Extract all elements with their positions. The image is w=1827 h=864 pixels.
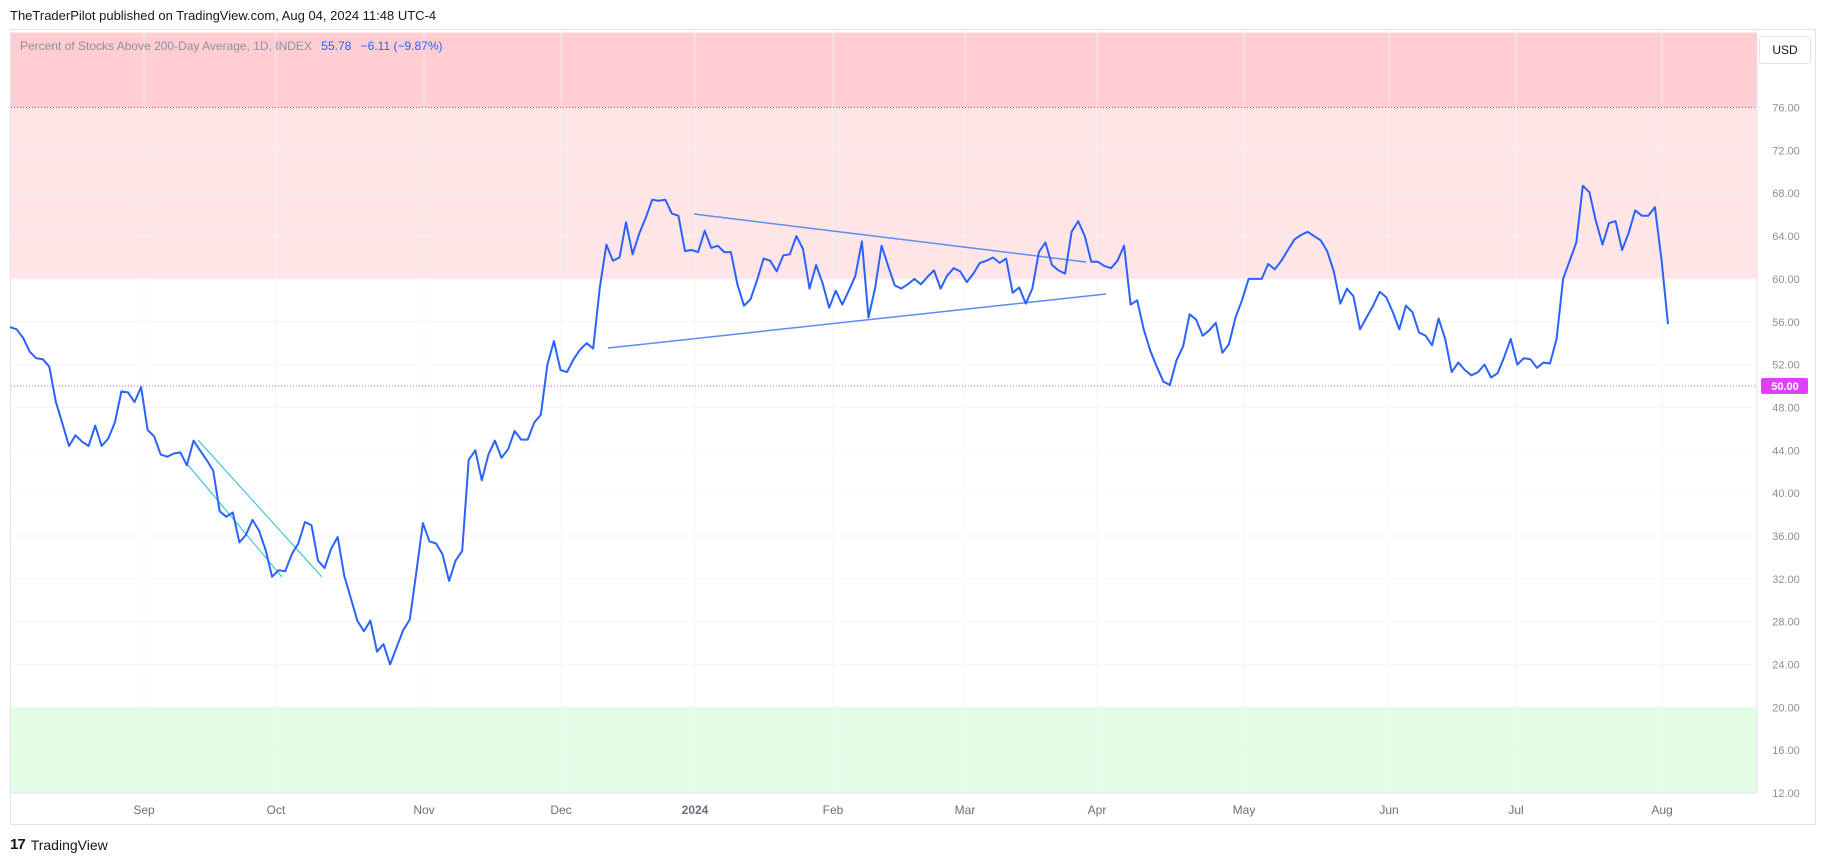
zone-0 [11,32,1757,108]
channel-upper-line [197,439,323,578]
y-tick-label: 12.00 [1772,788,1800,800]
triangle-lower-trendline [607,293,1107,349]
y-tick-label: 44.00 [1772,445,1800,457]
y-tick-label: 48.00 [1772,402,1800,414]
x-tick-label: Apr [1088,803,1107,817]
legend-change: −6.11 (−9.87%) [360,39,443,53]
y-tick-label: 68.00 [1772,188,1800,200]
publisher-line: TheTraderPilot published on TradingView.… [10,8,437,23]
x-tick-label: 2024 [682,803,709,817]
tradingview-logo-icon: 17 [10,836,26,853]
x-tick-label: Sep [133,803,155,817]
triangle-upper-trendline [693,213,1087,263]
y-tick-label: 24.00 [1772,659,1800,671]
y-tick-label: 60.00 [1772,274,1800,286]
y-tick-label: 64.00 [1772,231,1800,243]
x-tick-label: Aug [1651,803,1672,817]
y-tick-label: 56.00 [1772,317,1800,329]
y-tick-label: 20.00 [1772,702,1800,714]
currency-button[interactable]: USD [1759,36,1811,64]
x-tick-label: May [1233,803,1256,817]
x-tick-label: Jun [1379,803,1398,817]
y-tick-label: 40.00 [1772,488,1800,500]
chart-frame [10,29,1816,825]
y-tick-label: 28.00 [1772,617,1800,629]
footer: 17 TradingView [10,836,108,853]
y-tick-label: 32.00 [1772,574,1800,586]
y-tick-label: 72.00 [1772,145,1800,157]
y-tick-label: 16.00 [1772,745,1800,757]
x-tick-label: Dec [550,803,571,817]
x-tick-label: Mar [955,803,976,817]
legend-series-name: Percent of Stocks Above 200-Day Average,… [20,39,312,53]
x-tick-label: Feb [823,803,844,817]
series-line [9,184,1669,666]
x-tick-label: Nov [413,803,434,817]
x-tick-label: Oct [267,803,286,817]
y-tick-label: 52.00 [1772,360,1800,372]
legend-last-value: 55.78 [321,39,352,53]
level-50-label: 50.00 [1771,381,1799,393]
y-tick-label: 36.00 [1772,531,1800,543]
series-legend[interactable]: Percent of Stocks Above 200-Day Average,… [20,39,443,53]
y-tick-label: 76.00 [1772,103,1800,115]
level-50-badge [1761,378,1808,395]
footer-brand: TradingView [30,836,108,853]
x-tick-label: Jul [1508,803,1523,817]
